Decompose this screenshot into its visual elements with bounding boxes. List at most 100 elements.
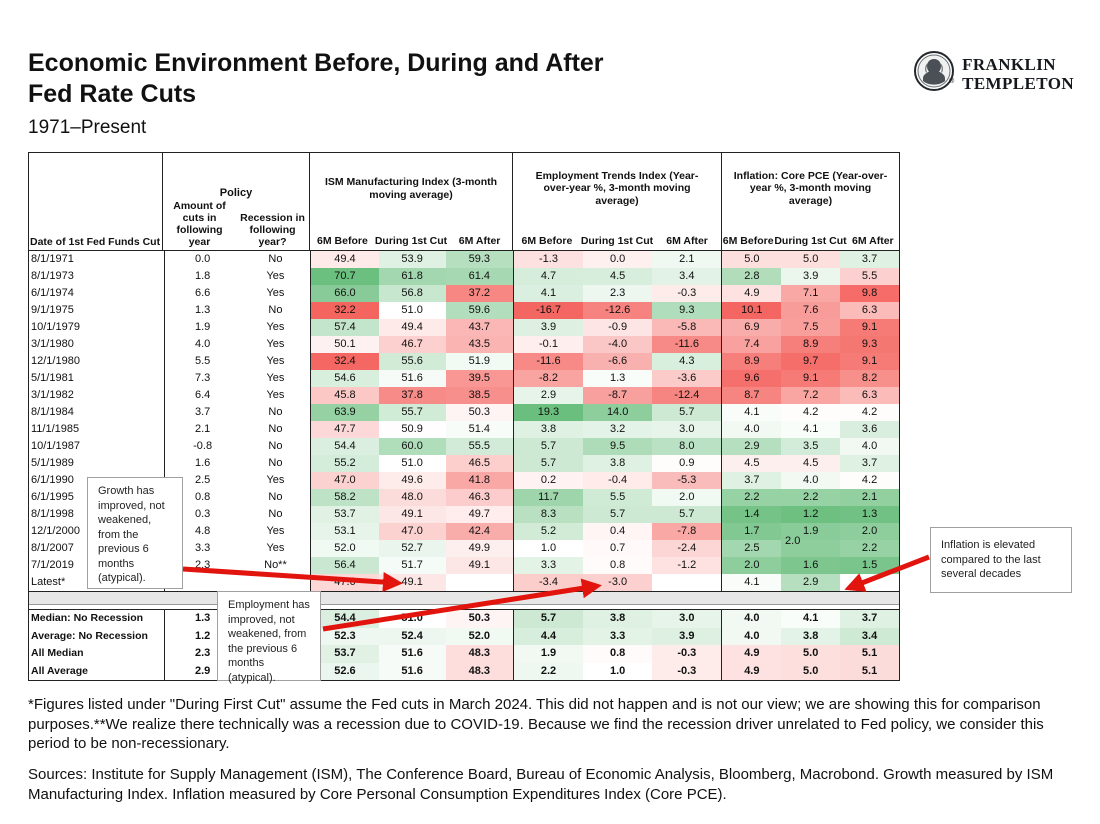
logo-wordmark: FRANKLIN TEMPLETON — [962, 55, 1074, 93]
metric-group-emp: 3.8 3.2 3.0 — [512, 421, 722, 438]
table-cell: -0.4 — [583, 472, 653, 489]
header-policy-subheaders: Amount of cuts in following year Recessi… — [163, 199, 309, 250]
header-group-label: Employment Trends Index (Year-over-year … — [535, 169, 699, 207]
row-recession: No — [268, 406, 283, 418]
header-subcolumn: 6M After — [458, 235, 501, 247]
table-cell: -0.3 — [652, 662, 722, 680]
row-date: 5/1/1989 — [31, 457, 74, 469]
table-row: 11/1/1985 2.1 No 47.7 50.9 51.4 3.8 3.2 3.0 4.0 4.… — [29, 421, 899, 438]
table-cell: 0.7 — [583, 540, 653, 557]
table-cell: -2.4 — [652, 540, 722, 557]
table-cell: 52.3 — [311, 627, 379, 645]
metric-group-infl: 4.9 5.0 5.1 — [721, 662, 899, 680]
table-row: 5/1/1981 7.3 Yes 54.6 51.6 39.5 -8.2 1.3 -3.6 9.6… — [29, 370, 899, 387]
table-cell: 4.0 — [722, 421, 782, 438]
table-cell: -0.3 — [652, 285, 722, 302]
metric-group-infl: 8.9 9.7 9.1 — [721, 353, 899, 370]
table-cell: 51.0 — [378, 455, 446, 472]
table-cell: 5.7 — [513, 610, 584, 628]
table-row: 6/1/1995 0.8 No 58.2 48.0 46.3 11.7 5.5 2.0 2.2 2.… — [29, 489, 899, 506]
table-cell: 58.2 — [311, 489, 379, 506]
header-amount-of-cuts: Amount of cuts in following year — [173, 200, 226, 248]
row-date: 3/1/1982 — [31, 389, 74, 401]
metric-group-ism: 54.6 51.6 39.5 — [310, 370, 513, 387]
metric-group-emp: 19.3 14.0 5.7 — [512, 404, 722, 421]
table-cell: 51.4 — [445, 421, 513, 438]
table-cell — [445, 574, 513, 591]
table-row: 7/1/2019 2.3 No** 56.4 51.7 49.1 3.3 0.8 -1.2 2.0… — [29, 557, 899, 574]
header-policy-label: Policy — [219, 187, 253, 199]
row-recession: No — [268, 423, 283, 435]
table-cell: 9.5 — [583, 438, 653, 455]
table-cell: 45.8 — [311, 387, 379, 404]
table-cell: 2.3 — [583, 285, 653, 302]
table-cell: 1.5 — [840, 557, 899, 574]
table-cell: 4.4 — [513, 627, 584, 645]
table-cell: 56.8 — [378, 285, 446, 302]
table-cell: 53.7 — [311, 506, 379, 523]
table-cell: 5.7 — [652, 404, 722, 421]
summary-label: All Median — [31, 647, 84, 659]
table-cell — [840, 574, 899, 591]
table-cell: 38.5 — [445, 387, 513, 404]
metric-group-emp: -11.6 -6.6 4.3 — [512, 353, 722, 370]
row-recession: No — [268, 440, 283, 452]
table-cell: 4.9 — [722, 662, 782, 680]
table-cell: 9.3 — [652, 302, 722, 319]
table-cell: 4.2 — [840, 472, 899, 489]
table-cell: 51.6 — [378, 662, 446, 680]
table-row: 9/1/1975 1.3 No 32.2 51.0 59.6 -16.7 -12.6 9.3 10… — [29, 302, 899, 319]
summary-row: All Average 2.9 52.6 51.6 48.3 2.2 1.0 -0.3 4.9 5… — [29, 662, 899, 680]
table-cell: 5.5 — [583, 489, 653, 506]
table-cell: 3.4 — [840, 627, 899, 645]
table-cell: 3.3 — [513, 557, 584, 574]
metric-group-infl: 6.9 7.5 9.1 — [721, 319, 899, 336]
table-cell: 54.4 — [311, 438, 379, 455]
table-cell: 43.7 — [445, 319, 513, 336]
page-title-line2: Fed Rate Cuts — [28, 80, 197, 108]
table-cell: 3.9 — [652, 627, 722, 645]
row-recession: No — [268, 508, 283, 520]
table-summary: Median: No Recession 1.3 54.4 51.0 50.3 5.7 3.… — [29, 609, 899, 680]
metric-group-infl: 4.5 4.5 3.7 — [721, 455, 899, 472]
metric-group-emp: -16.7 -12.6 9.3 — [512, 302, 722, 319]
table-cell: 3.0 — [652, 421, 722, 438]
table-cell: 53.1 — [311, 523, 379, 540]
row-date: 8/1/1984 — [31, 406, 74, 418]
table-row: 5/1/1989 1.6 No 55.2 51.0 46.5 5.7 3.8 0.9 4.5 4.5… — [29, 455, 899, 472]
table-cell: -5.3 — [652, 472, 722, 489]
metric-group-ism: 58.2 48.0 46.3 — [310, 489, 513, 506]
metric-group-infl: 4.1 2.9 — [721, 574, 899, 591]
table-cell: 39.5 — [445, 370, 513, 387]
row-amount-of-cuts: 1.6 — [163, 455, 241, 472]
metric-group-emp: 5.2 0.4 -7.8 — [512, 523, 722, 540]
table-cell: -0.1 — [513, 336, 584, 353]
header-policy-group: Policy Amount of cuts in following year … — [162, 153, 309, 250]
row-recession: No — [268, 253, 283, 265]
table-cell: 7.2 — [781, 387, 841, 404]
table-cell: 2.0 — [652, 489, 722, 506]
table-cell: 4.2 — [840, 404, 899, 421]
table-cell: 2.0 — [840, 523, 899, 540]
table-cell: 0.8 — [583, 557, 653, 574]
table-cell: 2.8 — [722, 268, 782, 285]
row-date: 12/1/2000 — [31, 525, 80, 537]
table-cell: 70.7 — [311, 268, 379, 285]
table-cell: 4.5 — [583, 268, 653, 285]
title-block: Economic Environment Before, During and … — [28, 48, 604, 139]
table-row: 3/1/1980 4.0 Yes 50.1 46.7 43.5 -0.1 -4.0 -11.6 7… — [29, 336, 899, 353]
table-cell: -1.2 — [652, 557, 722, 574]
table-cell: 42.4 — [445, 523, 513, 540]
table-cell: 55.5 — [445, 438, 513, 455]
metric-group-emp: 4.4 3.3 3.9 — [512, 627, 722, 645]
row-amount-of-cuts: 7.3 — [163, 370, 241, 387]
row-amount-of-cuts: 2.1 — [163, 421, 241, 438]
row-amount-of-cuts: 6.4 — [163, 387, 241, 404]
row-date: 8/1/1998 — [31, 508, 74, 520]
header-group-subheaders: 6M Before During 1st Cut 6M After — [513, 234, 721, 250]
row-date: 9/1/1975 — [31, 304, 74, 316]
metric-group-infl: 9.6 9.1 8.2 — [721, 370, 899, 387]
table-cell: 5.0 — [781, 662, 841, 680]
table-cell: -11.6 — [652, 336, 722, 353]
row-date: 10/1/1987 — [31, 440, 80, 452]
